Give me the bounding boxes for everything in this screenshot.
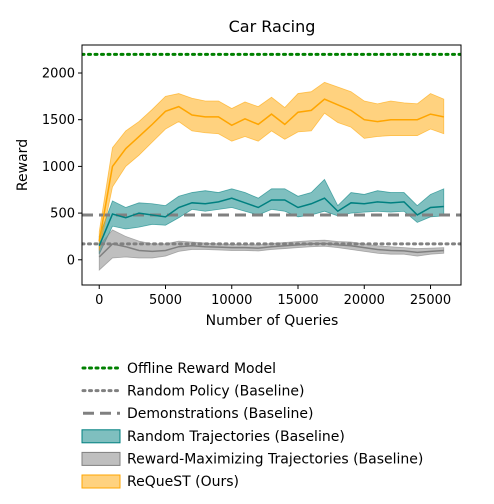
legend-item: Reward-Maximizing Trajectories (Baseline… (81, 451, 423, 467)
legend-item: Offline Reward Model (81, 361, 276, 377)
legend-label: Random Trajectories (Baseline) (127, 429, 345, 445)
x-tick-label: 20000 (344, 293, 385, 308)
y-tick-label: 500 (50, 207, 75, 222)
legend-label: Offline Reward Model (127, 361, 276, 377)
legend-swatch (81, 474, 121, 489)
band-2 (98, 81, 445, 251)
x-axis-label: Number of Queries (206, 313, 339, 329)
series-line-1 (98, 242, 444, 258)
x-tick-label: 5000 (149, 293, 182, 308)
legend-item: Random Trajectories (Baseline) (81, 429, 345, 445)
legend-label: Demonstrations (Baseline) (127, 406, 313, 422)
legend-swatch (81, 429, 121, 444)
y-tick-label: 0 (67, 253, 75, 268)
series-line-0 (98, 197, 444, 247)
legend-item: ReQueST (Ours) (81, 474, 239, 490)
y-tick-label: 1500 (42, 113, 75, 128)
legend-swatch (81, 451, 121, 466)
y-axis-label: Reward (15, 139, 31, 191)
legend: Offline Reward Model Random Policy (Basel… (81, 361, 423, 490)
x-tick-label: 25000 (410, 293, 451, 308)
axes-frame (81, 44, 462, 286)
plot-area (82, 52, 461, 271)
x-tick-label: 15000 (277, 293, 318, 308)
y-tick-label: 1000 (42, 160, 75, 175)
legend-label: Reward-Maximizing Trajectories (Baseline… (127, 451, 423, 467)
legend-label: Random Policy (Baseline) (127, 384, 304, 400)
legend-item: Random Policy (Baseline) (81, 384, 304, 400)
chart-title: Car Racing (229, 17, 316, 36)
legend-label: ReQueST (Ours) (127, 474, 239, 490)
x-tick-label: 10000 (211, 293, 252, 308)
x-tick-label: 0 (95, 293, 103, 308)
axis-ticks: 0 5000 10000 15000 20000 25000 0 500 1000 1500 200… (42, 67, 451, 308)
y-tick-label: 2000 (42, 67, 75, 82)
legend-item: Demonstrations (Baseline) (83, 406, 313, 422)
series-line-2 (98, 98, 444, 242)
